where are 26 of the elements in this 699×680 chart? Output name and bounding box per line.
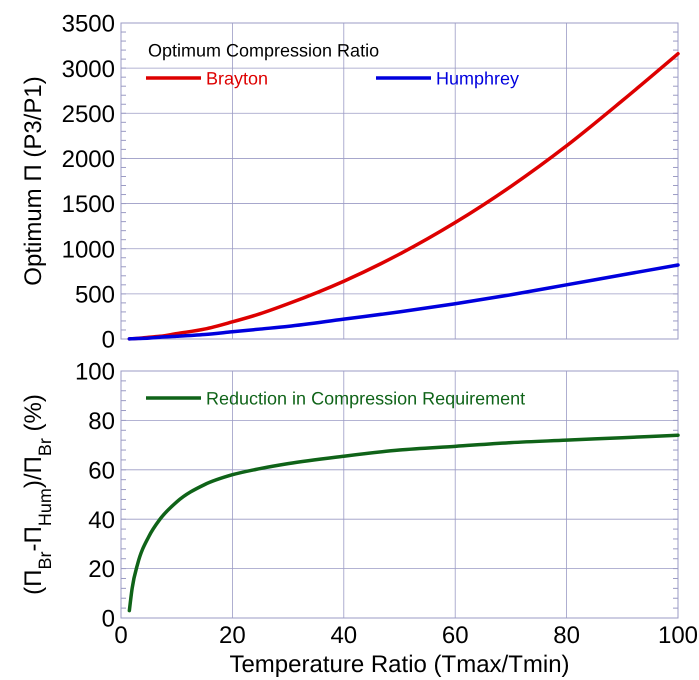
y-tick-label: 1000 [62,236,115,264]
x-tick-label: 80 [553,622,580,649]
y-tick-label: 100 [74,358,115,386]
y-tick-label: 60 [88,457,115,484]
y-tick-label: 0 [102,326,115,354]
x-tick-label: 60 [442,622,469,649]
line-series [128,433,680,612]
x-tick-label: 100 [658,622,698,649]
y-tick-label: 3500 [62,10,115,38]
y-tick-label: 2500 [62,100,115,128]
y-axis-title: Optimum Π (P3/P1) [20,76,47,286]
y-tick-label: 1500 [62,191,115,218]
y-tick-label: 20 [88,556,115,584]
x-tick-label: 20 [219,622,246,649]
legend-title: Optimum Compression Ratio [148,40,380,60]
x-axis-title: Temperature Ratio (Tmax/Tmin) [229,651,570,678]
x-tick-label: 40 [330,622,358,649]
legend-label: Brayton [206,68,268,88]
y-tick-label: 80 [88,408,115,436]
legend-label: Humphrey [436,68,520,88]
y-tick-label: 3000 [62,56,115,83]
line-series [128,263,680,341]
legend-label: Reduction in Compression Requirement [206,388,526,408]
y-tick-label: 2000 [62,146,115,174]
y-tick-label: 40 [88,506,115,534]
y-tick-label: 500 [74,281,115,308]
